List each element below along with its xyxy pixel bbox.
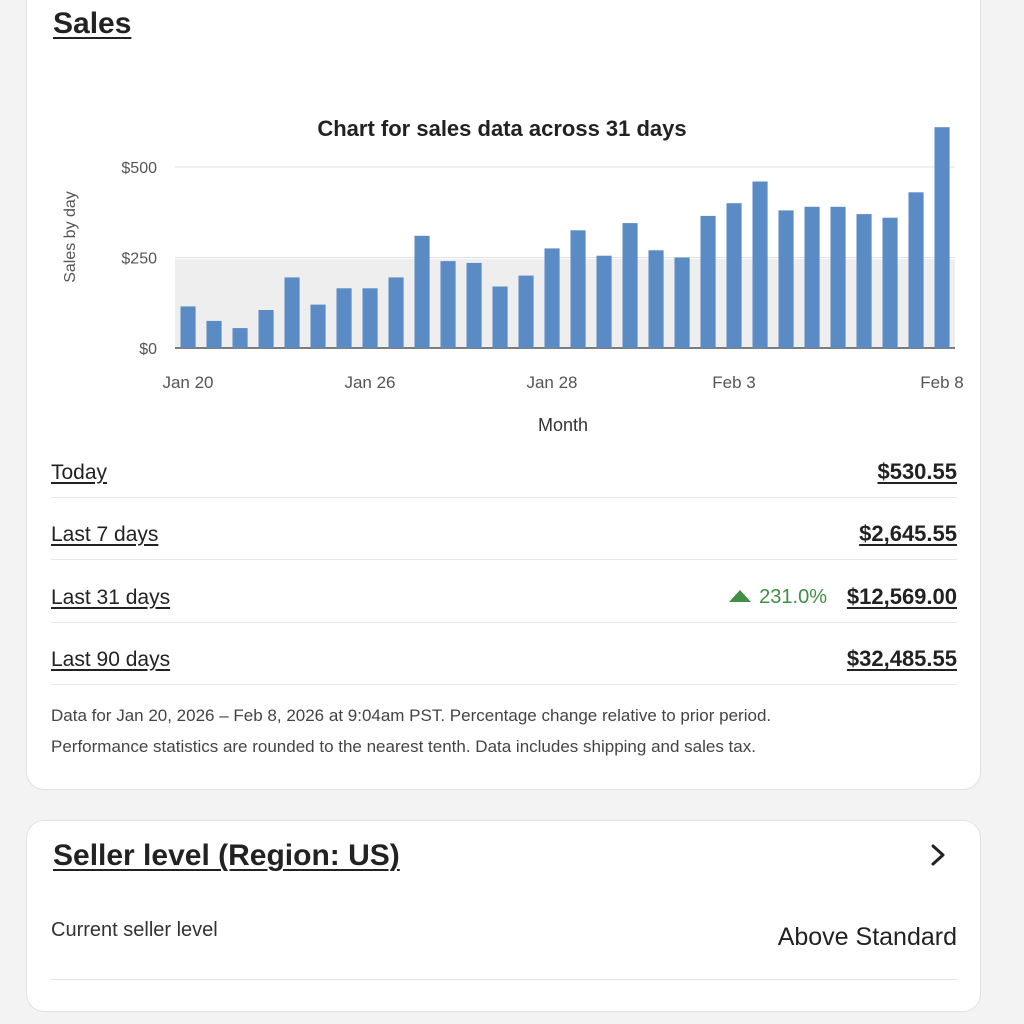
stat-value-today[interactable]: $530.55 bbox=[877, 459, 957, 484]
chart-bar bbox=[830, 206, 846, 348]
chart-bar bbox=[336, 288, 352, 348]
footnote-line-2: Performance statistics are rounded to th… bbox=[51, 737, 756, 756]
x-tick-label: Jan 20 bbox=[162, 373, 213, 392]
stat-row-last-7-days: Last 7 days $2,645.55 bbox=[51, 498, 957, 560]
stat-row-today: Today $530.55 bbox=[51, 436, 957, 498]
seller-level-label: Current seller level bbox=[51, 919, 218, 941]
sales-card: Sales Chart for sales data across 31 day… bbox=[26, 0, 981, 790]
stat-value-last-90-days[interactable]: $32,485.55 bbox=[846, 646, 957, 671]
chart-bar bbox=[856, 214, 872, 348]
chart-bar bbox=[206, 320, 222, 348]
chart-bar bbox=[232, 328, 248, 348]
chart-bar bbox=[700, 215, 716, 348]
stat-label-today[interactable]: Today bbox=[51, 461, 108, 484]
sales-chart: Chart for sales data across 31 days Sale… bbox=[62, 116, 964, 435]
x-tick-label: Jan 28 bbox=[526, 373, 577, 392]
stat-label-last-90-days[interactable]: Last 90 days bbox=[51, 648, 171, 671]
chart-bar bbox=[388, 277, 404, 348]
chart-title: Chart for sales data across 31 days bbox=[317, 116, 686, 141]
chart-bar bbox=[804, 206, 820, 348]
sales-title[interactable]: Sales bbox=[53, 7, 132, 40]
chart-bar bbox=[362, 288, 378, 348]
stat-row-last-90-days: Last 90 days $32,485.55 bbox=[51, 623, 957, 685]
seller-level-title[interactable]: Seller level (Region: US) bbox=[53, 839, 400, 872]
footnote-line-1: Data for Jan 20, 2026 – Feb 8, 2026 at 9… bbox=[51, 706, 772, 725]
stat-value-last-31-days[interactable]: $12,569.00 bbox=[846, 584, 957, 609]
chart-bar bbox=[726, 203, 742, 348]
chart-bar bbox=[440, 261, 456, 348]
chart-bar bbox=[258, 310, 274, 348]
seller-level-row: Current seller level Above Standard bbox=[51, 913, 957, 980]
chart-bar bbox=[674, 257, 690, 348]
y-axis-label: Sales by day bbox=[62, 191, 79, 283]
seller-level-card: Seller level (Region: US) Current seller… bbox=[26, 820, 981, 1012]
chart-bar bbox=[596, 255, 612, 348]
chart-bar bbox=[310, 304, 326, 348]
y-tick-label: $0 bbox=[139, 341, 157, 358]
chart-bar bbox=[492, 286, 508, 348]
chevron-right-icon[interactable] bbox=[918, 835, 958, 875]
chart-bar bbox=[284, 277, 300, 348]
y-tick-label: $500 bbox=[121, 160, 157, 177]
x-axis-label: Month bbox=[538, 415, 588, 435]
chart-bar bbox=[648, 250, 664, 348]
x-tick-label: Jan 26 bbox=[344, 373, 395, 392]
chart-bar bbox=[778, 210, 794, 348]
stat-label-last-31-days[interactable]: Last 31 days bbox=[51, 586, 171, 609]
chart-bar bbox=[934, 127, 950, 348]
x-tick-label: Feb 3 bbox=[712, 373, 755, 392]
chart-bar bbox=[752, 181, 768, 348]
stat-label-last-7-days[interactable]: Last 7 days bbox=[51, 523, 159, 546]
chart-bar bbox=[414, 235, 430, 348]
chart-bar bbox=[882, 217, 898, 348]
chart-bar bbox=[622, 223, 638, 348]
stat-row-last-31-days: Last 31 days 231.0% $12,569.00 bbox=[51, 561, 957, 623]
chart-bar bbox=[518, 275, 534, 348]
seller-level-value: Above Standard bbox=[777, 923, 957, 951]
chart-bar bbox=[544, 248, 560, 348]
stat-value-last-7-days[interactable]: $2,645.55 bbox=[859, 521, 957, 546]
chart-bar bbox=[570, 230, 586, 348]
chart-band bbox=[175, 259, 955, 348]
percent-change: 231.0% bbox=[729, 586, 827, 609]
x-tick-label: Feb 8 bbox=[920, 373, 963, 392]
y-tick-label: $250 bbox=[121, 251, 157, 268]
up-arrow-icon bbox=[729, 590, 752, 602]
chart-bar bbox=[466, 262, 482, 348]
chart-bar bbox=[908, 192, 924, 348]
chart-bar bbox=[180, 306, 196, 348]
percent-change-value: 231.0% bbox=[759, 586, 827, 608]
